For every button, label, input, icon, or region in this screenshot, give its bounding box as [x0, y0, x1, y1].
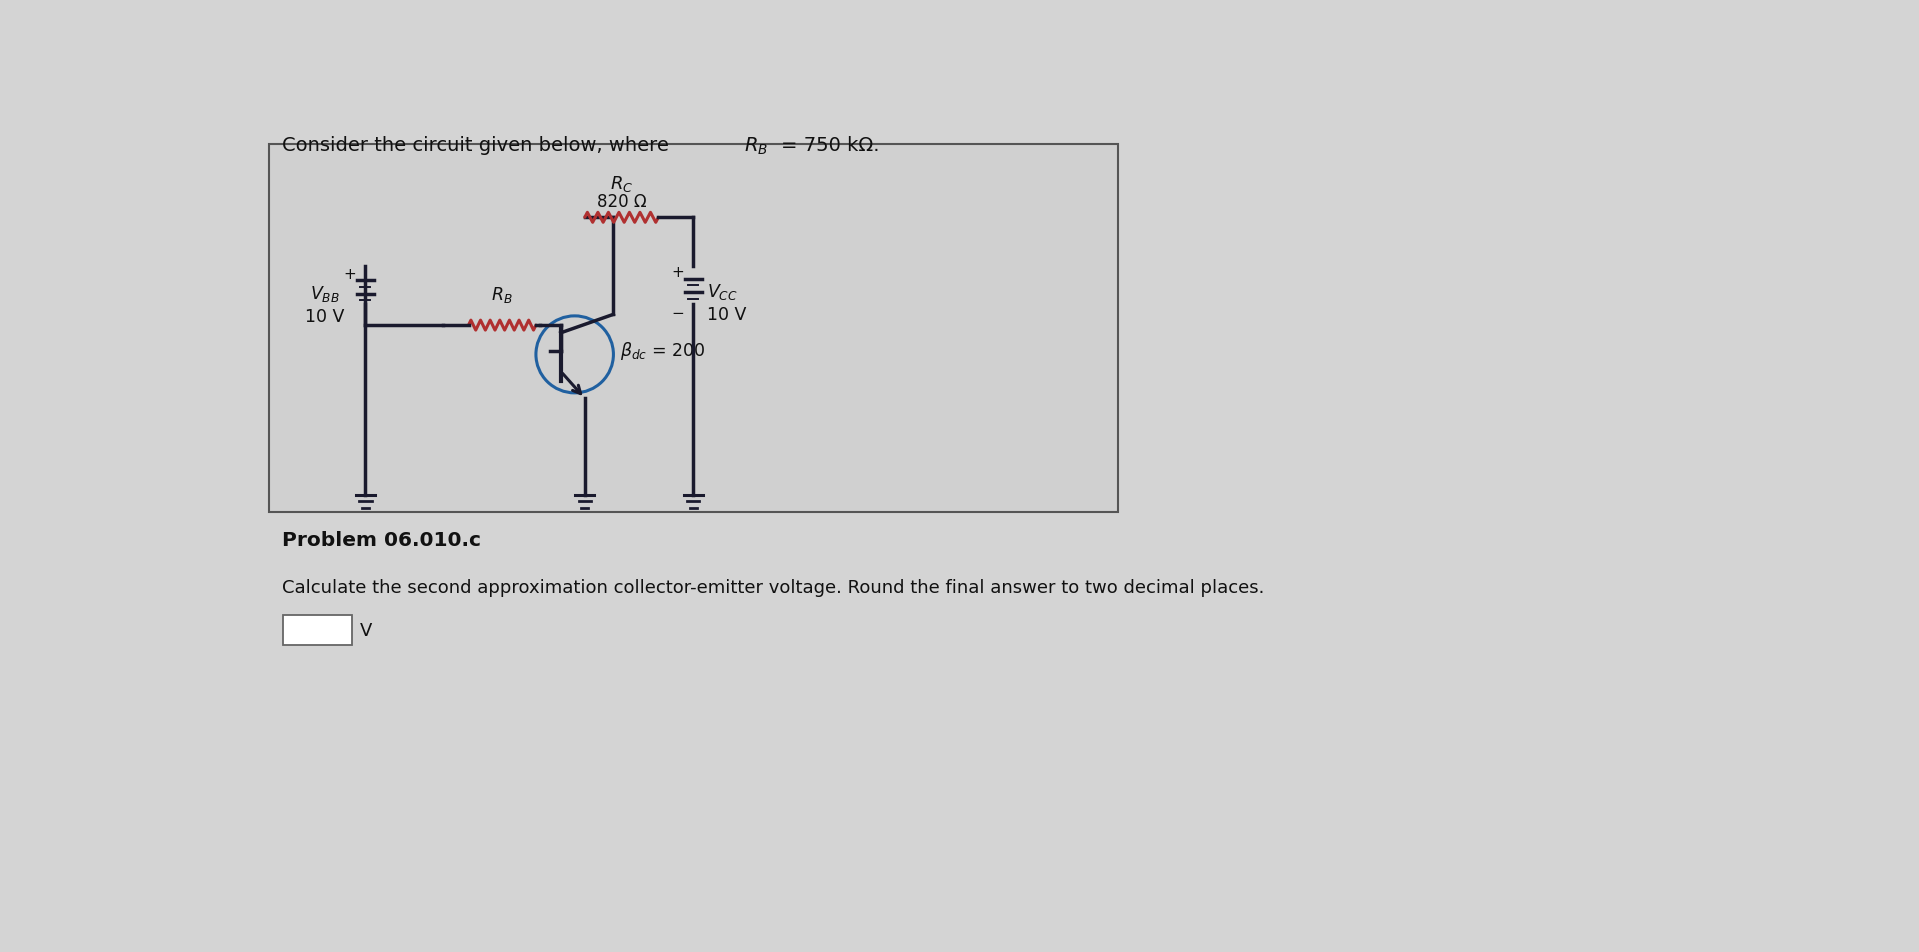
- Text: $V_{BB}$: $V_{BB}$: [311, 284, 340, 304]
- Text: 820 Ω: 820 Ω: [597, 192, 647, 210]
- Text: Problem 06.010.c: Problem 06.010.c: [282, 530, 482, 549]
- Text: $R_C$: $R_C$: [610, 173, 633, 193]
- Text: $V_{CC}$: $V_{CC}$: [708, 282, 739, 302]
- Text: +: +: [344, 267, 357, 282]
- Text: $R_B$: $R_B$: [745, 136, 768, 157]
- Bar: [269, 145, 1119, 513]
- Text: +: +: [672, 265, 683, 280]
- Text: $\beta_{dc}$ = 200: $\beta_{dc}$ = 200: [620, 340, 704, 362]
- Text: = 750 kΩ.: = 750 kΩ.: [781, 136, 879, 155]
- Text: $R_B$: $R_B$: [491, 285, 512, 305]
- Text: V: V: [361, 622, 372, 640]
- Text: Calculate the second approximation collector-emitter voltage. Round the final an: Calculate the second approximation colle…: [282, 578, 1265, 596]
- Text: −: −: [672, 306, 683, 320]
- Bar: [282, 615, 353, 645]
- Text: 10 V: 10 V: [708, 306, 746, 324]
- Text: 10 V: 10 V: [305, 307, 345, 326]
- Text: Consider the circuit given below, where: Consider the circuit given below, where: [282, 136, 675, 155]
